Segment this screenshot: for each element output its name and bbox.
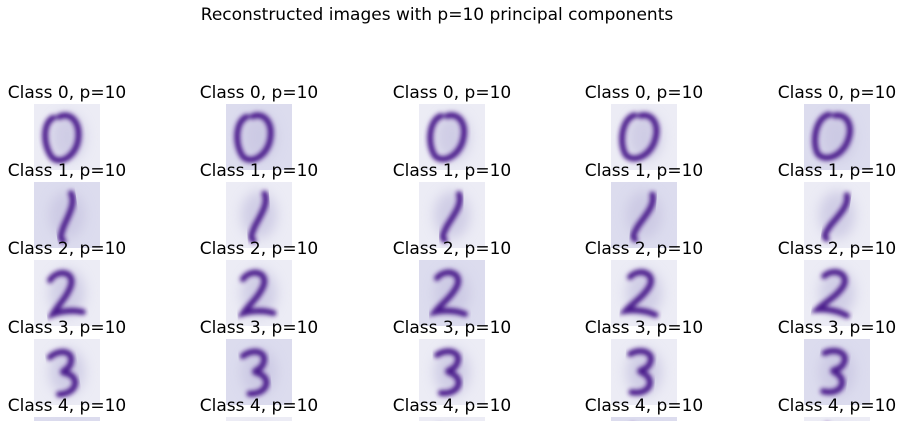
digit-stroke: [57, 190, 76, 244]
image-panel: [419, 339, 485, 405]
image-background: [611, 417, 677, 421]
panel-title: Class 3, p=10: [393, 318, 511, 338]
image-panel: [804, 182, 870, 248]
image-panel: [611, 417, 677, 421]
panel-title: Class 3, p=10: [200, 318, 318, 338]
panel-title: Class 3, p=10: [585, 318, 703, 338]
panel-title: Class 1, p=10: [8, 161, 126, 181]
panel-title: Class 3, p=10: [778, 318, 896, 338]
panel-title: Class 0, p=10: [778, 83, 896, 103]
image-panel: [226, 182, 292, 248]
panel-title: Class 2, p=10: [8, 239, 126, 259]
digit-stroke: [811, 111, 853, 161]
digit-stroke: [618, 269, 659, 318]
image-panel: [419, 417, 485, 421]
digit-stroke: [248, 190, 269, 244]
image-panel: [804, 417, 870, 421]
image-panel: [34, 417, 100, 421]
image-panel: [226, 104, 292, 170]
digit-stroke: [42, 112, 82, 164]
image-background: [226, 417, 292, 421]
image-panel: [804, 260, 870, 326]
panel-title: Class 2, p=10: [585, 239, 703, 259]
image-panel: [34, 339, 100, 405]
image-background: [419, 417, 485, 421]
digit-stroke: [239, 348, 270, 397]
panel-title: Class 4, p=10: [585, 396, 703, 416]
panel-title: Class 3, p=10: [8, 318, 126, 338]
digit-stroke: [237, 269, 277, 318]
digit-stroke: [821, 192, 851, 242]
digit-stroke: [619, 112, 660, 162]
digit-stroke: [820, 347, 848, 396]
digit-stroke: [46, 270, 86, 320]
digit-stroke: [630, 191, 657, 243]
image-background: [804, 417, 870, 421]
digit-stroke: [427, 112, 467, 163]
panel-title: Class 0, p=10: [200, 83, 318, 103]
image-panel: [226, 260, 292, 326]
panel-title: Class 1, p=10: [778, 161, 896, 181]
panel-title: Class 0, p=10: [8, 83, 126, 103]
digit-stroke: [234, 112, 274, 163]
image-panel: [804, 104, 870, 170]
panel-title: Class 4, p=10: [200, 396, 318, 416]
image-panel: [419, 260, 485, 326]
panel-title: Class 1, p=10: [393, 161, 511, 181]
digit-stroke: [439, 191, 463, 243]
image-panel: [611, 260, 677, 326]
image-panel: [226, 417, 292, 421]
image-panel: [419, 104, 485, 170]
digit-stroke: [46, 349, 79, 398]
panel-title: Class 1, p=10: [585, 161, 703, 181]
image-panel: [34, 104, 100, 170]
image-panel: [34, 260, 100, 326]
image-panel: [611, 339, 677, 405]
panel-title: Class 0, p=10: [393, 83, 511, 103]
digit-stroke: [434, 348, 462, 397]
image-panel: [34, 182, 100, 248]
image-panel: [226, 339, 292, 405]
image-panel: [611, 182, 677, 248]
digit-stroke: [810, 269, 850, 319]
panel-title: Class 2, p=10: [393, 239, 511, 259]
panel-title: Class 1, p=10: [200, 161, 318, 181]
panel-title: Class 4, p=10: [778, 396, 896, 416]
panel-title: Class 4, p=10: [393, 396, 511, 416]
image-background: [34, 417, 100, 421]
digit-stroke: [428, 269, 468, 317]
panel-title: Class 4, p=10: [8, 396, 126, 416]
panel-title: Class 2, p=10: [200, 239, 318, 259]
panel-title: Class 0, p=10: [585, 83, 703, 103]
panel-title: Class 2, p=10: [778, 239, 896, 259]
image-panel: [611, 104, 677, 170]
image-panel: [804, 339, 870, 405]
figure-title: Reconstructed images with p=10 principal…: [201, 5, 674, 25]
image-panel: [419, 182, 485, 248]
digit-stroke: [627, 348, 654, 396]
